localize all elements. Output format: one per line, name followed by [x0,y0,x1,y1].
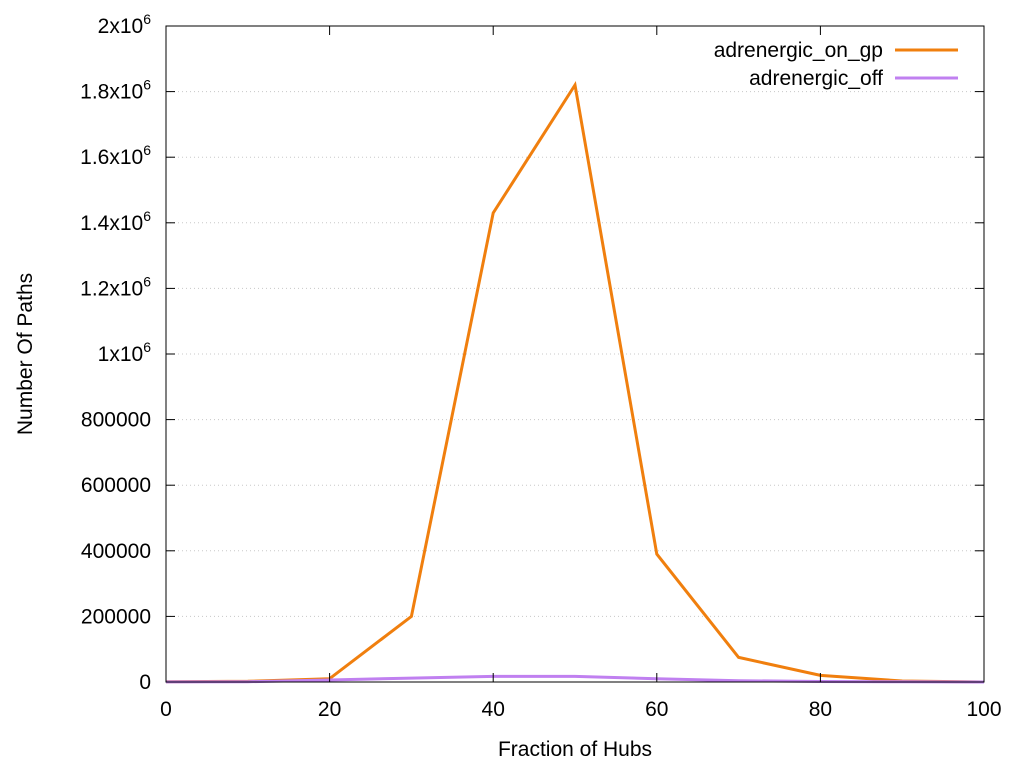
x-tick-label: 60 [645,698,668,721]
y-tick-label: 600000 [81,474,151,497]
y-tick-label: 1.6x106 [80,142,151,169]
gridlines [166,91,984,617]
y-tick-mantissa: 1.8x10 [80,81,143,104]
y-tick-exponent: 6 [143,339,151,355]
x-tick-label: 40 [482,698,505,721]
legend: adrenergic_on_gp adrenergic_off [714,39,958,90]
y-tick-label: 200000 [81,605,151,628]
x-axis-label: Fraction of Hubs [498,738,652,761]
series-lines [165,80,985,684]
y-tick-mantissa: 1.6x10 [80,146,143,169]
series-line-adrenergic-on-gp [165,80,985,684]
y-tick-label: 800000 [81,409,151,432]
x-axis-tick-labels: 0 20 40 60 80 100 [160,698,1001,721]
y-tick-mantissa: 2x10 [98,15,144,38]
y-tick-exponent: 6 [143,208,151,224]
y-tick-label: 2x106 [98,11,152,38]
y-tick-label: 0 [139,671,151,694]
y-tick-label: 1.2x106 [80,273,151,300]
legend-label: adrenergic_off [749,67,883,90]
x-tick-label: 20 [318,698,341,721]
y-axis-tick-labels: 02000004000006000008000001x1061.2x1061.4… [80,11,151,694]
axis-ticks [165,25,985,683]
y-axis-label: Number Of Paths [14,273,37,435]
y-tick-mantissa: 1x10 [98,343,144,366]
y-tick-mantissa: 1.4x10 [80,212,143,235]
y-tick-mantissa: 1.2x10 [80,277,143,300]
y-tick-label: 1.8x106 [80,77,151,104]
y-tick-label: 400000 [81,540,151,563]
y-tick-label: 1.4x106 [80,208,151,235]
x-tick-label: 100 [966,698,1001,721]
y-tick-exponent: 6 [143,11,151,27]
y-tick-exponent: 6 [143,273,151,289]
y-tick-exponent: 6 [143,142,151,158]
x-tick-label: 0 [160,698,172,721]
legend-label: adrenergic_on_gp [714,39,883,62]
y-tick-label: 1x106 [98,339,152,366]
x-tick-label: 80 [809,698,832,721]
y-tick-exponent: 6 [143,77,151,93]
